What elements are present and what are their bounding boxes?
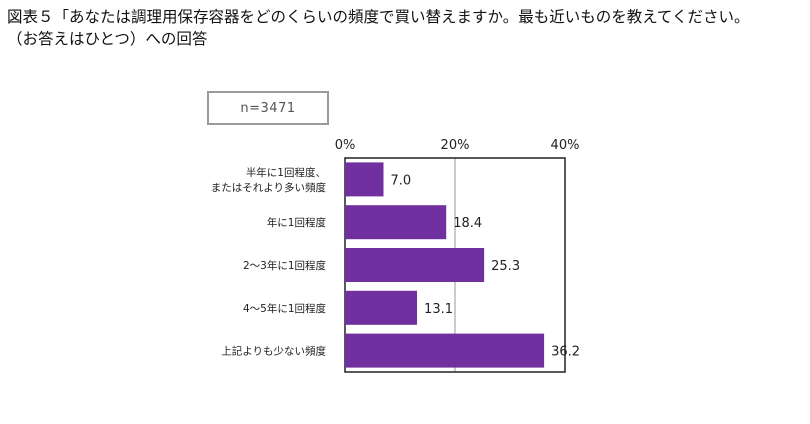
category-label-3: 4～5年に1回程度	[243, 302, 327, 315]
category-label-0-1: またはそれより多い頻度	[211, 181, 327, 194]
bar-4	[345, 333, 545, 368]
sample-size-box: n=3471	[207, 91, 329, 125]
sample-size-label: n=3471	[240, 100, 296, 116]
bar-3	[345, 290, 418, 325]
chart-title-line-1: 図表５「あなたは調理用保存容器をどのくらいの頻度で買い替えますか。最も近いものを…	[7, 8, 750, 26]
chart-title-line-2: （お答えはひとつ）への回答	[7, 30, 208, 48]
chart-title: 図表５「あなたは調理用保存容器をどのくらいの頻度で買い替えますか。最も近いものを…	[7, 6, 749, 50]
value-label-3: 13.1	[424, 302, 453, 317]
value-label-4: 36.2	[551, 345, 580, 360]
value-label-0: 7.0	[391, 173, 412, 188]
category-label-1: 年に1回程度	[267, 216, 327, 229]
x-tick-label: 40%	[551, 138, 580, 153]
bar-0	[345, 162, 384, 197]
category-label-2: 2～3年に1回程度	[243, 259, 327, 272]
category-label-4: 上記よりも少ない頻度	[221, 345, 326, 358]
x-tick-label: 0%	[335, 138, 356, 153]
bar-2	[345, 248, 485, 282]
value-label-1: 18.4	[453, 216, 482, 231]
bar-1	[345, 205, 447, 240]
value-label-2: 25.3	[491, 259, 520, 274]
category-label-0-0: 半年に1回程度、	[246, 166, 326, 179]
x-tick-label: 20%	[441, 138, 470, 153]
